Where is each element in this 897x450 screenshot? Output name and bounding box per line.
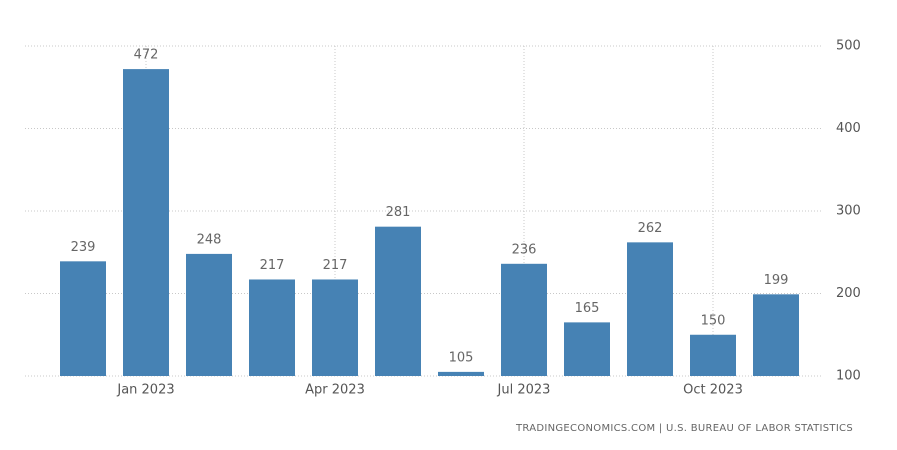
data-label: 281 <box>386 205 411 220</box>
data-label: 217 <box>323 258 348 273</box>
data-label: 217 <box>260 258 285 273</box>
bar <box>690 334 736 376</box>
y-tick-label: 500 <box>836 39 861 54</box>
data-label: 248 <box>197 232 222 247</box>
bar <box>186 253 232 376</box>
x-tick-label: Jan 2023 <box>116 383 174 398</box>
bar <box>249 279 295 376</box>
bar <box>123 69 169 376</box>
bar <box>627 242 673 376</box>
x-tick-label: Oct 2023 <box>683 383 743 398</box>
data-label: 150 <box>701 313 726 328</box>
bar <box>501 263 547 376</box>
bar <box>564 322 610 376</box>
bar <box>753 294 799 376</box>
data-label: 199 <box>764 273 789 288</box>
bar <box>375 226 421 376</box>
source-note: TRADINGECONOMICS.COM | U.S. BUREAU OF LA… <box>515 423 853 434</box>
data-label: 472 <box>134 48 159 63</box>
data-label: 165 <box>575 301 600 316</box>
data-label: 262 <box>638 221 663 236</box>
data-label: 239 <box>71 240 96 255</box>
bar <box>312 279 358 376</box>
y-tick-label: 200 <box>836 286 861 301</box>
bar <box>60 261 106 376</box>
y-tick-label: 300 <box>836 204 861 219</box>
bar <box>438 371 484 376</box>
x-tick-label: Apr 2023 <box>305 383 365 398</box>
y-tick-label: 400 <box>836 121 861 136</box>
y-tick-label: 100 <box>836 369 861 384</box>
data-label: 236 <box>512 242 537 257</box>
data-label: 105 <box>449 350 474 365</box>
x-tick-label: Jul 2023 <box>497 383 551 398</box>
